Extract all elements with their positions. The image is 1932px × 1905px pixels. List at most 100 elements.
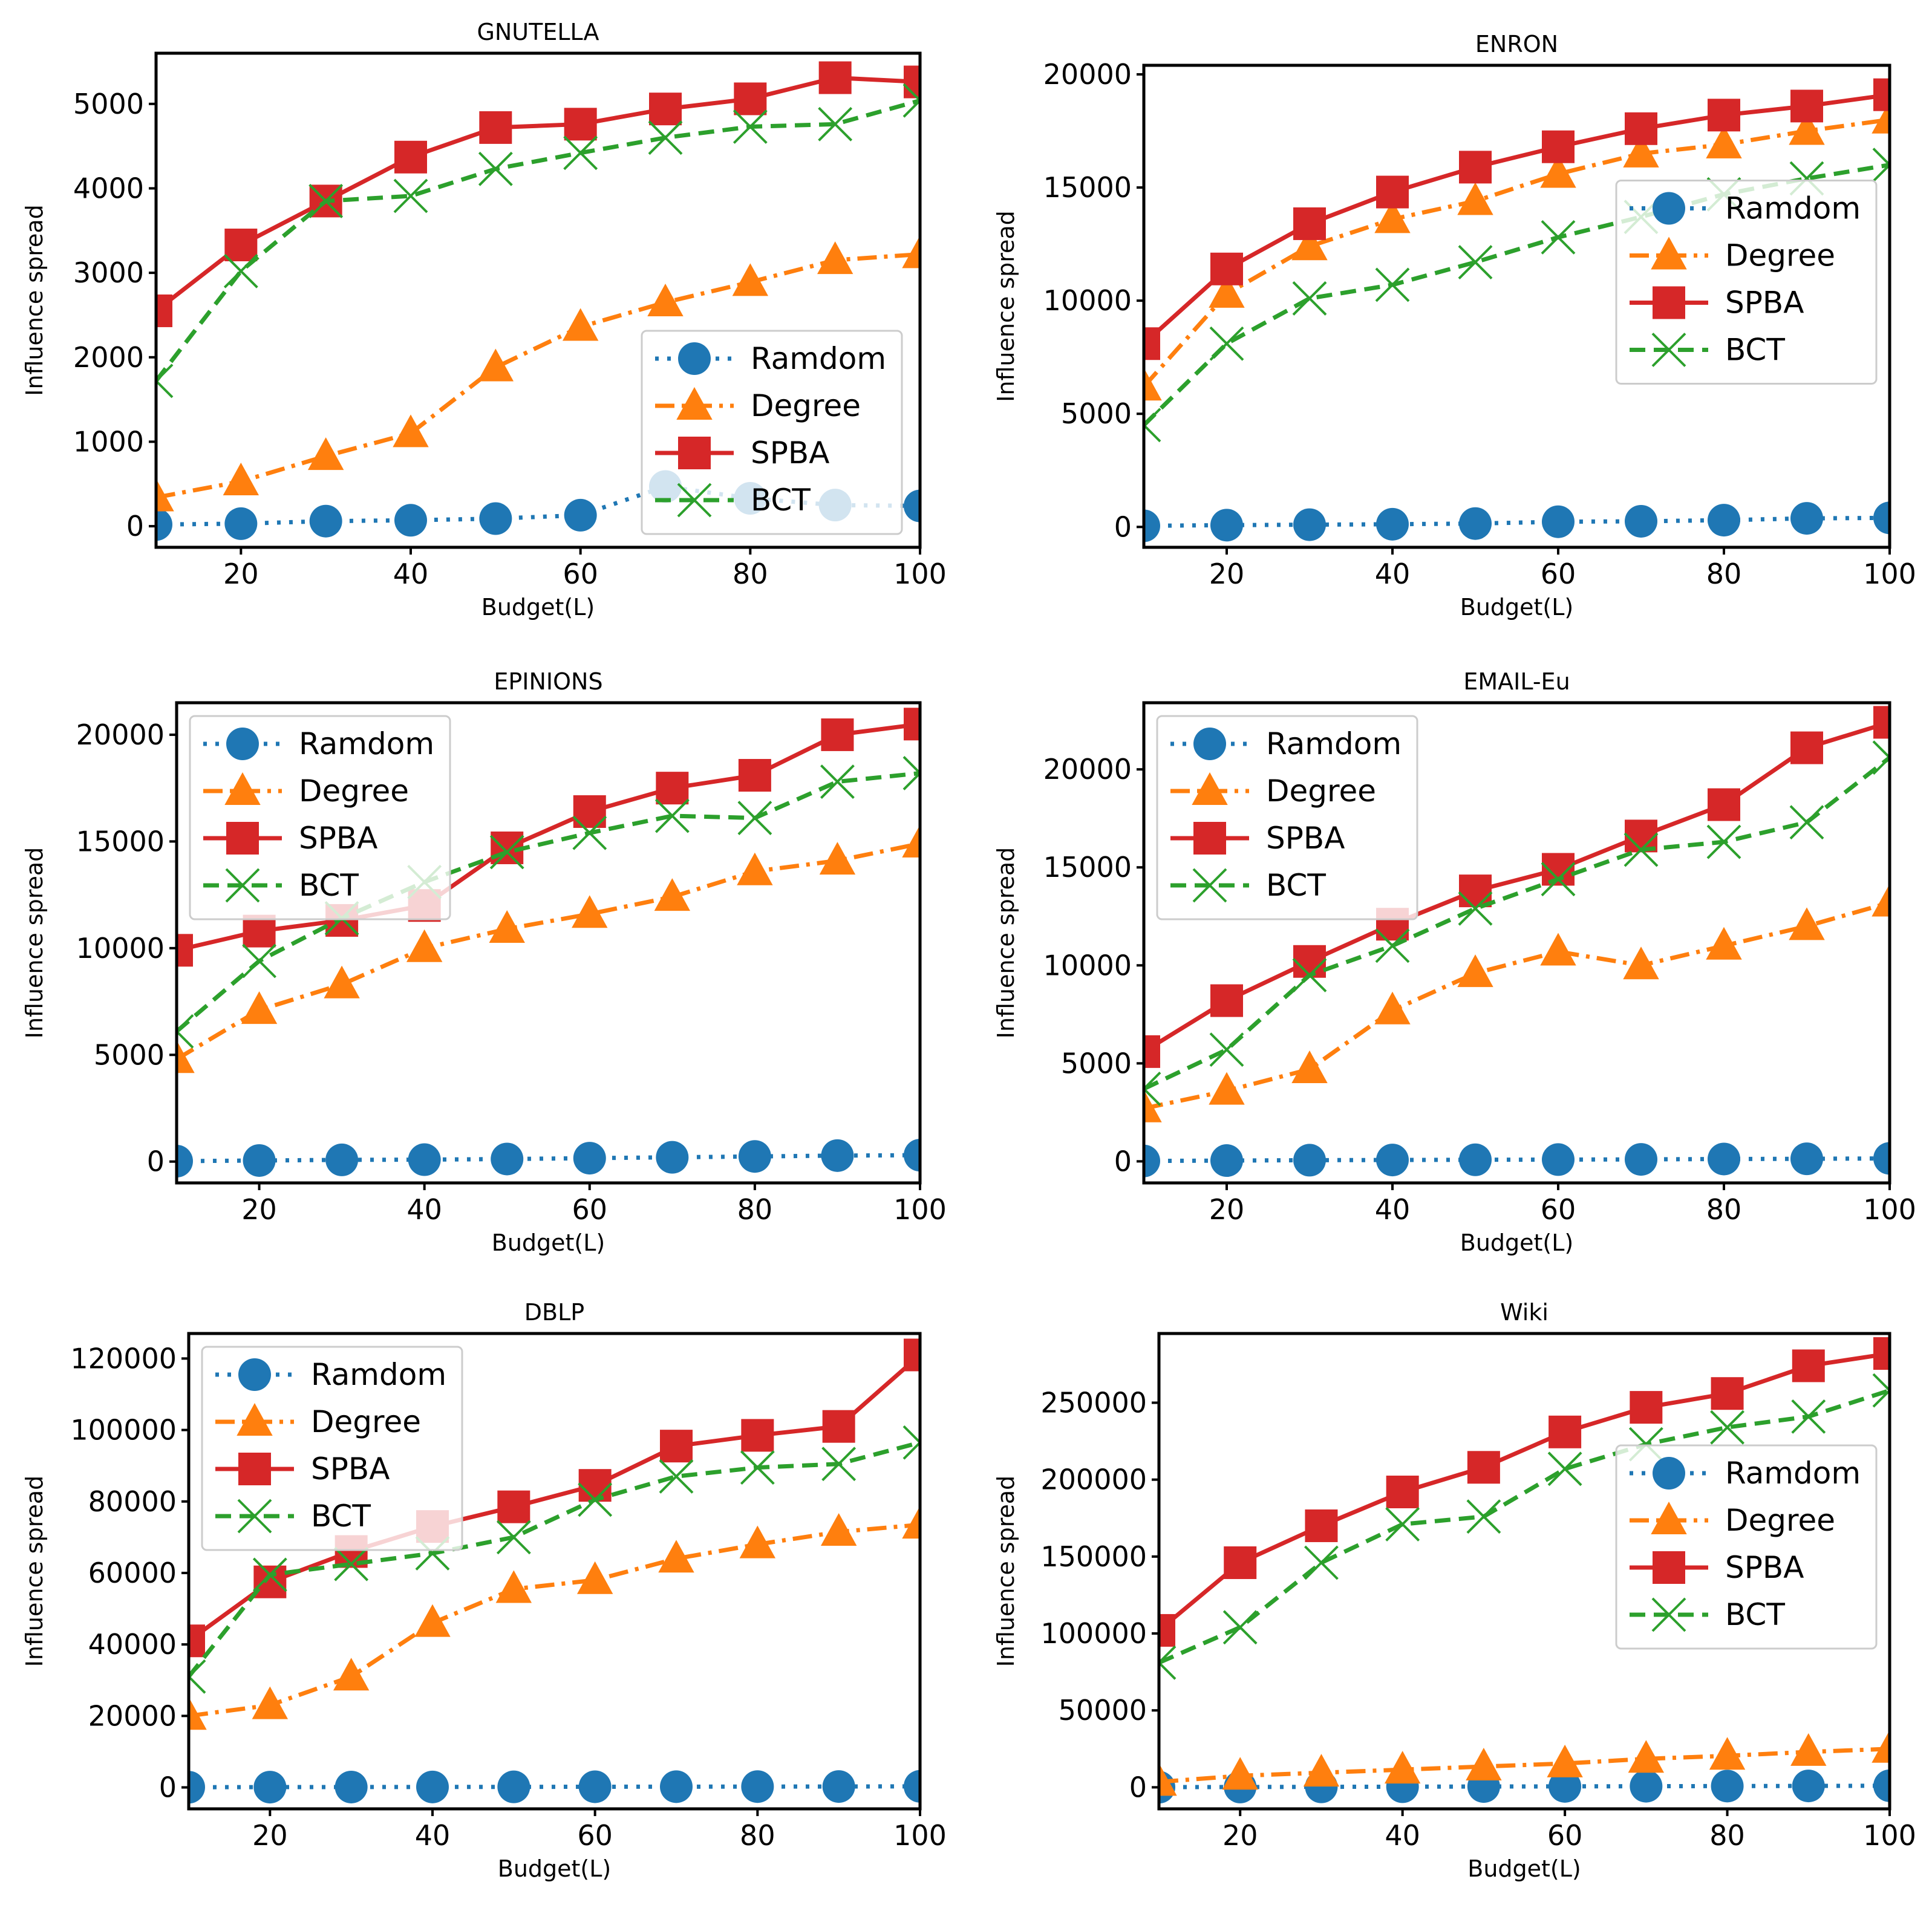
data-point-bct-60 — [1547, 1451, 1582, 1487]
legend-label-spba: SPBA — [751, 435, 829, 471]
x-tick-label: 40 — [1385, 1819, 1420, 1852]
data-point-ramdom-10 — [189, 1771, 205, 1804]
x-tick-label: 40 — [415, 1819, 451, 1852]
data-point-spba-10 — [177, 934, 193, 967]
data-point-degree-40 — [414, 1604, 451, 1637]
data-point-ramdom-90 — [821, 1139, 854, 1172]
series-line-ramdom — [1144, 1156, 1890, 1164]
y-tick-label: 20000 — [1043, 58, 1132, 91]
data-point-degree-40 — [1374, 991, 1411, 1024]
data-point-degree-100 — [902, 1506, 920, 1539]
series-line-degree — [1159, 1747, 1890, 1784]
y-axis-label: Influence spread — [993, 210, 1019, 402]
data-point-spba-10 — [156, 294, 172, 327]
legend-marker-bct — [225, 868, 260, 903]
legend-label-spba: SPBA — [1725, 1550, 1804, 1585]
data-point-spba-100 — [1873, 1337, 1890, 1370]
y-tick-label: 250000 — [1040, 1386, 1147, 1419]
axes-frame — [1142, 701, 1891, 1185]
chart-title: EPINIONS — [494, 668, 602, 695]
data-point-bct-10 — [156, 363, 174, 399]
data-point-bct-20 — [1222, 1610, 1258, 1645]
data-point-spba-30 — [1305, 1509, 1338, 1542]
data-point-ramdom-80 — [1711, 1770, 1744, 1803]
axes-frame — [175, 701, 922, 1185]
y-tick-label: 2000 — [73, 341, 144, 374]
y-tick-label: 0 — [1129, 1771, 1147, 1803]
data-point-ramdom-60 — [1542, 1143, 1575, 1176]
y-tick-label: 0 — [1114, 510, 1132, 543]
data-point-degree-50 — [1457, 954, 1493, 988]
chart-title: EMAIL-Eu — [1463, 668, 1570, 695]
data-point-spba-100 — [1873, 706, 1890, 739]
chart-panel-gnutella: 20 40 60 80 100010002000300040005000GNUTELLA… — [21, 19, 947, 620]
chart-title: GNUTELLA — [477, 19, 599, 45]
data-point-ramdom-40 — [416, 1770, 449, 1803]
y-tick-label: 0 — [126, 510, 144, 542]
y-tick-label: 3000 — [73, 256, 144, 289]
x-tick-label: 20 — [1222, 1819, 1258, 1852]
data-point-ramdom-30 — [1293, 508, 1326, 541]
data-point-bct-20 — [1209, 326, 1244, 361]
data-point-bct-60 — [563, 135, 598, 171]
data-point-spba-70 — [1630, 1391, 1663, 1424]
legend-marker-spba — [226, 822, 259, 855]
data-point-degree-70 — [654, 878, 691, 911]
data-point-bct-50 — [489, 835, 524, 870]
legend-label-spba: SPBA — [1266, 821, 1345, 856]
data-point-ramdom-20 — [253, 1771, 287, 1804]
data-point-degree-20 — [1222, 1757, 1258, 1790]
data-point-bct-30 — [1292, 958, 1327, 992]
x-tick-label: 40 — [1375, 558, 1411, 590]
x-tick-label: 60 — [563, 558, 598, 590]
data-point-degree-30 — [1291, 227, 1328, 261]
data-point-spba-40 — [1386, 1476, 1419, 1508]
y-tick-label: 4000 — [73, 172, 144, 204]
series-line-degree — [177, 841, 920, 1061]
x-tick-label: 100 — [893, 558, 947, 590]
data-point-spba-90 — [821, 718, 854, 751]
y-tick-label: 120000 — [70, 1342, 177, 1375]
data-point-ramdom-50 — [479, 502, 512, 535]
x-axis-label: Budget(L) — [1460, 1229, 1574, 1256]
legend-label-degree: Degree — [299, 773, 409, 809]
legend-frame — [641, 330, 903, 535]
chart-title: DBLP — [524, 1299, 584, 1326]
data-point-spba-20 — [253, 1565, 287, 1598]
axes-frame — [187, 1332, 922, 1811]
legend-marker-degree — [1651, 1501, 1687, 1534]
data-point-spba-90 — [1792, 1349, 1825, 1382]
data-point-spba-20 — [224, 229, 258, 262]
legend: Ramdom Degree SPBA BCT — [189, 715, 451, 920]
y-tick-label: 50000 — [1059, 1694, 1147, 1727]
legend-marker-degree — [237, 1402, 273, 1436]
series-line-ramdom — [1159, 1783, 1890, 1789]
data-point-spba-60 — [1549, 1415, 1582, 1448]
plot-area — [1144, 706, 1890, 1177]
data-point-degree-50 — [489, 910, 525, 943]
data-point-degree-70 — [647, 283, 684, 316]
data-point-degree-100 — [1872, 1730, 1890, 1763]
series-line-degree — [1144, 117, 1890, 388]
data-point-spba-70 — [656, 772, 689, 805]
data-point-ramdom-50 — [1459, 1143, 1492, 1176]
data-point-bct-50 — [496, 1520, 531, 1555]
legend-label-ramdom: Ramdom — [751, 341, 886, 376]
data-point-degree-100 — [1872, 100, 1890, 134]
data-point-degree-10 — [1144, 368, 1162, 401]
y-tick-label: 200000 — [1040, 1464, 1147, 1496]
legend-marker-degree — [1651, 236, 1687, 270]
data-point-bct-80 — [1706, 824, 1741, 859]
data-point-degree-40 — [393, 414, 429, 448]
data-point-ramdom-60 — [578, 1770, 612, 1803]
x-tick-label: 20 — [241, 1193, 277, 1226]
series-line-bct — [177, 770, 920, 1034]
data-point-degree-100 — [902, 235, 920, 269]
data-point-ramdom-70 — [656, 1141, 689, 1174]
data-point-spba-50 — [1459, 151, 1492, 184]
data-point-ramdom-40 — [408, 1143, 441, 1176]
data-point-bct-30 — [1292, 281, 1327, 316]
y-tick-label: 0 — [147, 1145, 165, 1178]
data-point-bct-40 — [1375, 928, 1410, 963]
data-point-bct-20 — [252, 1557, 287, 1592]
